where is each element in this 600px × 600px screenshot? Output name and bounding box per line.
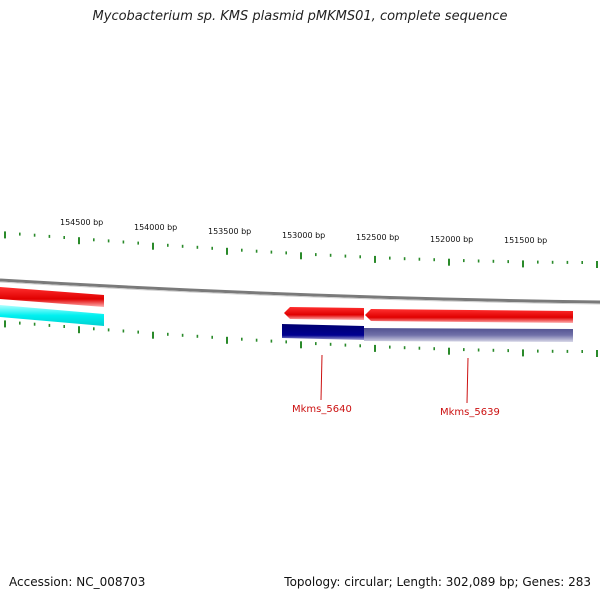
callout-line-mkms-5640 xyxy=(320,354,323,401)
scale-label-152000: 152000 bp xyxy=(430,235,473,244)
gene-forward-left xyxy=(0,287,104,307)
map-title: Mycobacterium sp. KMS plasmid pMKMS01, c… xyxy=(92,9,508,24)
topology-text: Topology: circular; Length: 302,089 bp; … xyxy=(284,575,591,589)
gene-label-mkms-5640: Mkms_5640 xyxy=(292,404,352,415)
scale-label-152500: 152500 bp xyxy=(356,233,399,242)
outer-scale-ticks xyxy=(4,231,598,268)
gene-forward-middle xyxy=(284,307,364,320)
accession-text: Accession: NC_008703 xyxy=(9,575,146,589)
gene-label-mkms-5639: Mkms_5639 xyxy=(440,407,500,418)
gene-forward-right xyxy=(365,309,573,323)
gene-reverse-mkms-5639 xyxy=(364,328,573,342)
gene-callouts: Mkms_5640 Mkms_5639 xyxy=(292,354,500,418)
scale-label-154000: 154000 bp xyxy=(134,223,177,232)
gene-reverse-mkms-5640 xyxy=(282,324,364,340)
scale-label-151500: 151500 bp xyxy=(504,236,547,245)
reverse-genes xyxy=(0,305,573,342)
scale-labels: 154500 bp 154000 bp 153500 bp 153000 bp … xyxy=(60,218,547,245)
plasmid-backbone xyxy=(0,278,600,305)
inner-scale-ticks xyxy=(4,320,598,357)
scale-label-154500: 154500 bp xyxy=(60,218,103,227)
scale-label-153000: 153000 bp xyxy=(282,231,325,240)
callout-line-mkms-5639 xyxy=(466,357,469,404)
forward-genes xyxy=(0,287,573,323)
gene-reverse-left xyxy=(0,305,104,326)
scale-label-153500: 153500 bp xyxy=(208,227,251,236)
